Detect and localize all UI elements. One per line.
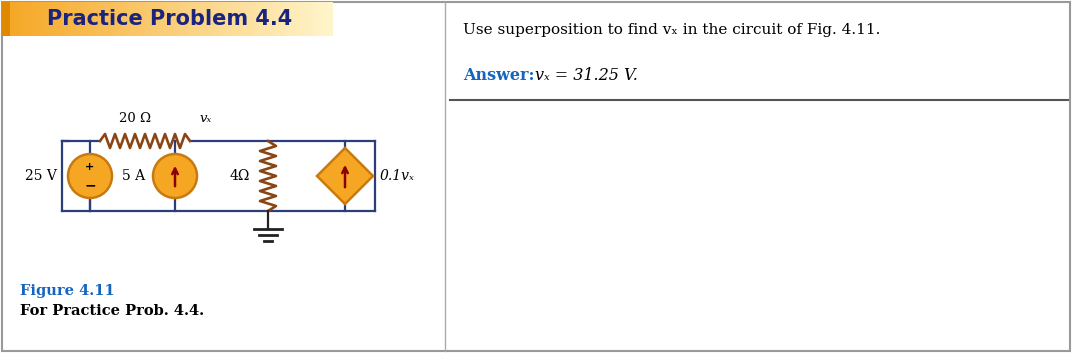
Bar [233,2,237,36]
Bar [55,2,59,36]
Bar [118,2,121,36]
Bar [326,2,329,36]
Bar [243,2,247,36]
Bar [61,2,65,36]
Bar [98,2,102,36]
Bar [32,2,35,36]
Bar [144,2,148,36]
Bar [85,2,88,36]
Bar [187,2,191,36]
Bar [174,2,177,36]
Bar [318,2,323,36]
Bar [167,2,170,36]
Text: 20 Ω: 20 Ω [119,112,151,125]
Bar [309,2,313,36]
Text: 4Ω: 4Ω [229,169,250,183]
Bar [58,2,62,36]
Bar [25,2,29,36]
Circle shape [153,154,197,198]
Bar [329,2,332,36]
Bar [223,2,227,36]
Text: Practice Problem 4.4: Practice Problem 4.4 [47,9,293,29]
Bar [64,2,69,36]
Bar [137,2,142,36]
Text: Figure 4.11: Figure 4.11 [20,284,115,298]
Bar [12,2,16,36]
Bar [276,2,280,36]
Bar [263,2,267,36]
Bar [45,2,48,36]
Bar [164,2,167,36]
Text: vₓ: vₓ [200,112,212,125]
Text: vₓ = 31.25 V.: vₓ = 31.25 V. [535,66,638,84]
Bar [72,2,75,36]
Bar [210,2,213,36]
Bar [272,2,277,36]
Bar [256,2,259,36]
Bar [68,2,72,36]
Bar [48,2,53,36]
Bar [312,2,316,36]
Bar [153,2,158,36]
Bar [217,2,221,36]
Bar [140,2,145,36]
Bar [196,2,200,36]
Bar [293,2,296,36]
Bar [107,2,111,36]
Bar [88,2,91,36]
Bar [110,2,115,36]
Bar [266,2,270,36]
Bar [236,2,240,36]
Bar [161,2,164,36]
Bar [134,2,138,36]
Bar [21,2,26,36]
Bar [81,2,85,36]
Bar [247,2,250,36]
Bar [193,2,197,36]
Bar [253,2,256,36]
Bar [315,2,319,36]
Bar [177,2,181,36]
Bar [183,2,188,36]
Bar [296,2,299,36]
Text: 5 A: 5 A [122,169,145,183]
Bar [28,2,32,36]
Bar [259,2,264,36]
Text: +: + [86,162,94,172]
Bar [289,2,293,36]
Bar [18,2,23,36]
Bar [240,2,243,36]
Text: 0.1vₓ: 0.1vₓ [379,169,415,183]
Bar [299,2,302,36]
Bar [190,2,194,36]
Bar [75,2,78,36]
Bar [283,2,286,36]
Text: −: − [85,178,95,192]
Bar [2,2,10,36]
Bar [220,2,224,36]
Bar [269,2,273,36]
Bar [306,2,310,36]
Text: For Practice Prob. 4.4.: For Practice Prob. 4.4. [20,304,204,318]
Bar [150,2,154,36]
Bar [158,2,161,36]
Polygon shape [317,148,373,204]
Bar [180,2,184,36]
Text: 25 V: 25 V [25,169,57,183]
Bar [5,2,9,36]
Bar [131,2,134,36]
Bar [170,2,174,36]
Bar [128,2,131,36]
Bar [250,2,253,36]
Bar [229,2,234,36]
Circle shape [68,154,111,198]
Bar [204,2,207,36]
Bar [91,2,95,36]
Bar [9,2,13,36]
Bar [286,2,289,36]
Bar [15,2,19,36]
Bar [2,2,5,36]
Bar [115,2,118,36]
Bar [147,2,151,36]
